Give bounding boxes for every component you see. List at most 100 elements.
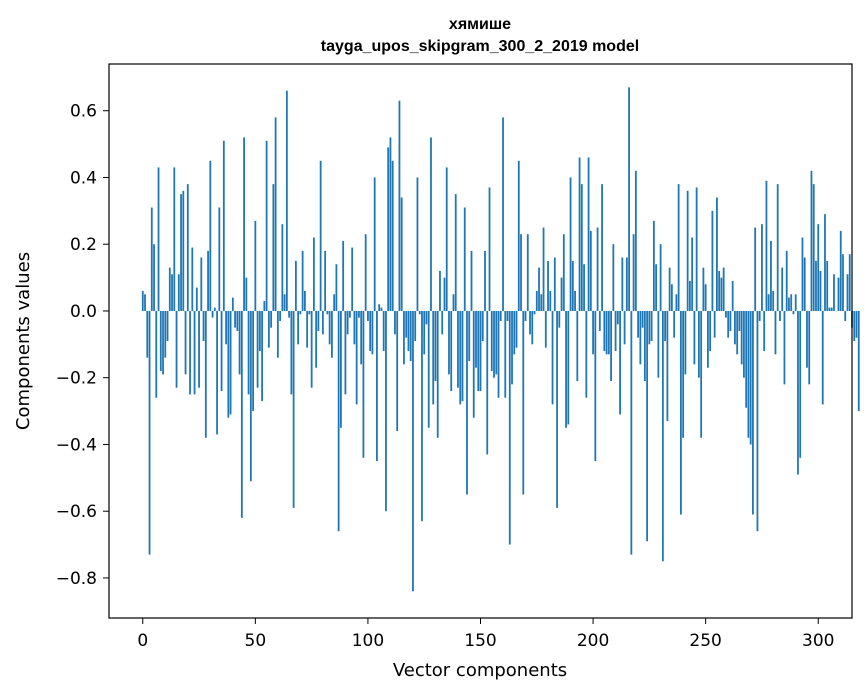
- bar-173: [531, 310, 534, 345]
- bar-155: [490, 310, 493, 372]
- bar-299: [815, 260, 817, 311]
- bar-260: [727, 310, 730, 338]
- y-tick-label: 0.4: [70, 168, 97, 188]
- bar-62: [281, 224, 284, 311]
- bar-111: [391, 160, 394, 311]
- bar-135: [445, 167, 448, 311]
- bar-5: [153, 244, 155, 311]
- x-tick-label: 0: [137, 631, 148, 651]
- bar-252: [709, 310, 712, 352]
- bar-161: [504, 310, 507, 398]
- bar-243: [688, 280, 691, 311]
- bar-206: [605, 310, 608, 355]
- bar-214: [623, 310, 626, 345]
- bar-233: [666, 310, 669, 422]
- bar-162: [506, 310, 509, 321]
- bar-259: [725, 310, 727, 318]
- bar-13: [171, 274, 173, 311]
- bar-192: [574, 290, 576, 311]
- bar-271: [752, 310, 754, 515]
- bar-141: [459, 310, 462, 405]
- bar-56: [267, 310, 270, 348]
- bar-289: [792, 310, 795, 315]
- bar-287: [788, 297, 790, 311]
- bar-182: [551, 310, 554, 405]
- bar-53: [261, 310, 263, 402]
- bar-309: [837, 277, 840, 311]
- bar-52: [258, 310, 261, 352]
- chart-title: хямише: [449, 16, 511, 33]
- bar-204: [601, 184, 603, 311]
- bar-88: [340, 310, 342, 428]
- bar-76: [312, 237, 315, 311]
- bar-286: [785, 250, 788, 311]
- bar-179: [544, 310, 547, 348]
- bar-228: [655, 264, 658, 311]
- bar-247: [698, 310, 700, 378]
- bar-19: [184, 310, 187, 375]
- bar-211: [616, 310, 619, 325]
- bar-87: [337, 310, 340, 532]
- bar-145: [468, 310, 471, 362]
- bar-295: [806, 310, 808, 368]
- bar-264: [736, 310, 739, 355]
- bar-281: [774, 310, 777, 355]
- bar-14: [173, 167, 176, 311]
- bar-126: [425, 310, 428, 325]
- bar-130: [434, 310, 437, 382]
- bar-105: [378, 304, 381, 311]
- bar-4: [150, 207, 153, 311]
- bar-26: [200, 257, 203, 311]
- bar-220: [637, 310, 640, 338]
- x-tick-label: 50: [245, 631, 267, 651]
- bar-163: [508, 310, 511, 545]
- bar-38: [227, 310, 230, 418]
- bar-99: [364, 234, 367, 311]
- bar-201: [594, 310, 597, 462]
- bar-194: [578, 157, 581, 311]
- bar-250: [704, 284, 707, 311]
- bar-17: [180, 194, 182, 311]
- bar-94: [353, 310, 356, 345]
- bar-203: [598, 310, 601, 331]
- x-tick-label: 300: [802, 631, 834, 651]
- bar-218: [632, 234, 635, 311]
- bar-142: [461, 310, 464, 402]
- bar-197: [585, 310, 588, 398]
- bar-312: [844, 310, 847, 321]
- bar-272: [754, 227, 757, 311]
- bar-180: [547, 260, 549, 311]
- bar-188: [565, 310, 567, 428]
- bar-102: [371, 310, 374, 355]
- bar-33: [216, 310, 218, 435]
- bar-251: [707, 310, 709, 368]
- bar-107: [382, 310, 385, 352]
- bar-306: [830, 307, 833, 311]
- bar-171: [526, 234, 529, 311]
- bar-257: [720, 277, 723, 311]
- bars: [141, 87, 860, 592]
- bar-61: [279, 310, 282, 321]
- y-tick-label: −0.8: [56, 569, 97, 589]
- bar-274: [758, 310, 761, 321]
- bar-224: [646, 310, 649, 542]
- bar-75: [310, 310, 313, 388]
- bar-3: [148, 310, 151, 555]
- y-axis-ticks: −0.8 −0.6 −0.4 −0.2 0.0 0.2 0.4 0.6: [56, 102, 109, 589]
- bar-164: [511, 310, 513, 385]
- bar-138: [452, 294, 455, 311]
- bar-149: [477, 310, 480, 392]
- bar-223: [643, 310, 646, 382]
- bar-8: [159, 310, 162, 372]
- bar-265: [738, 310, 741, 331]
- bar-296: [808, 310, 811, 385]
- bar-156: [493, 310, 495, 378]
- bar-238: [677, 184, 680, 311]
- bar-159: [499, 310, 502, 321]
- bar-178: [542, 227, 545, 311]
- bar-221: [639, 310, 642, 365]
- bar-49: [252, 310, 254, 412]
- bar-118: [407, 310, 410, 352]
- bar-10: [164, 310, 167, 358]
